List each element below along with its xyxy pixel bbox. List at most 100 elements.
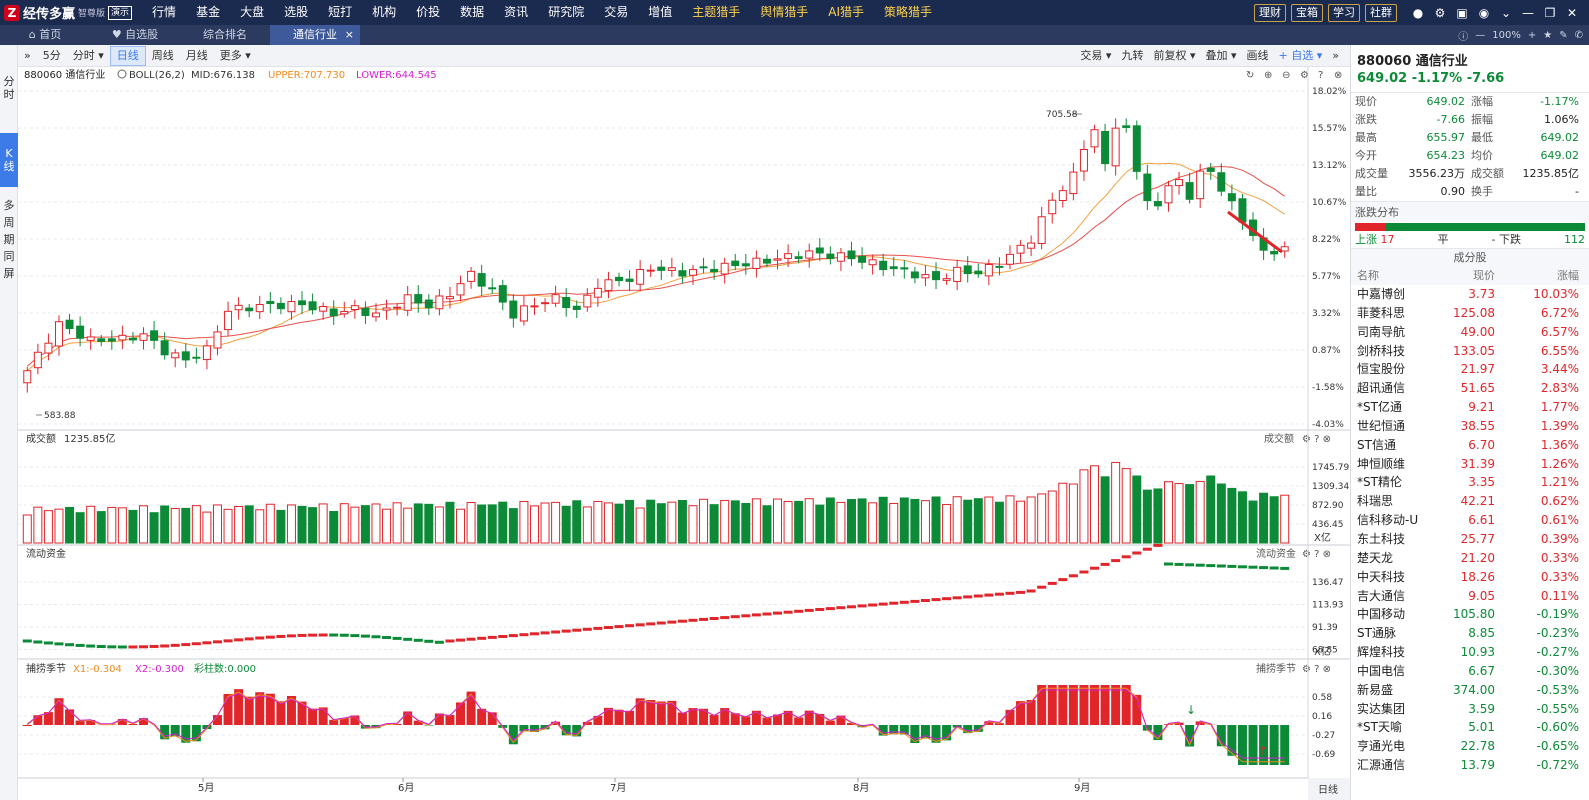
flow-settings-icon[interactable]: ⚙ ? ⊗ [1302,549,1331,560]
component-row[interactable]: 亨通光电 22.78 -0.65% [1351,737,1589,756]
component-row[interactable]: 科瑞思 42.21 0.62% [1351,492,1589,511]
restore-icon[interactable]: ❐ [1544,5,1556,20]
close-tab-icon[interactable]: × [344,28,354,41]
trade-menu[interactable]: 交易 ▾ [1080,49,1112,62]
period-5min[interactable]: 5分 [42,48,61,62]
menu-item[interactable]: 增值 [648,5,673,19]
menu-item[interactable]: 大盘 [240,5,265,19]
period-daily[interactable]: 日线 [109,45,146,66]
tab-ranking[interactable]: 综合排名 [180,25,270,45]
stock-chart[interactable]: 880060 通信行业 BOLL(26,2) MID:676.138 UPPER… [18,67,1350,800]
component-row[interactable]: *ST亿通 9.21 1.77% [1351,398,1589,417]
info-icon[interactable]: ⓘ [1458,31,1469,43]
component-row[interactable]: 菲菱科思 125.08 6.72% [1351,304,1589,323]
menu-item[interactable]: AI猎手 [828,5,865,19]
menu-item[interactable]: 舆情猎手 [760,5,809,19]
menu-item[interactable]: 数据 [460,5,485,19]
menu-item[interactable]: 价投 [416,5,441,19]
menu-item[interactable]: 资讯 [504,5,529,19]
close-icon[interactable]: ✕ [1566,5,1578,20]
boll-indicator-name[interactable]: BOLL(26,2) [129,70,185,81]
period-weekly[interactable]: 周线 [151,48,174,62]
menu-item[interactable]: 短打 [328,5,353,19]
menu-item[interactable]: 交易 [604,5,629,19]
zoom-out-icon[interactable]: ⊖ [1282,70,1290,81]
settings-icon[interactable]: ⚙ [1300,70,1309,81]
component-row[interactable]: 中嘉博创 3.73 10.03% [1351,285,1589,304]
menu-item[interactable]: 主题猎手 [692,5,741,19]
skin-icon[interactable]: ◉ [1478,5,1490,20]
zoom-in-icon[interactable]: + [1527,29,1537,41]
component-row[interactable]: *ST精伦 3.35 1.21% [1351,473,1589,492]
add-watchlist-button[interactable]: + 自选 ▾ [1278,49,1323,62]
zoom-out-icon[interactable]: — [1475,29,1486,41]
component-row[interactable]: 实达集团 3.59 -0.55% [1351,700,1589,719]
period-intraday[interactable]: 分时 ▾ [72,48,104,62]
component-row[interactable]: ST通脉 8.85 -0.23% [1351,624,1589,643]
col-name-header[interactable]: 名称 [1357,269,1379,282]
volume-settings-icon[interactable]: ⚙ ? ⊗ [1302,434,1331,445]
component-row[interactable]: 吉大通信 9.05 0.11% [1351,587,1589,606]
wealth-button[interactable]: 理财 [1254,3,1286,22]
treasure-box-button[interactable]: 宝箱 [1291,3,1323,22]
component-row[interactable]: 新易盛 374.00 -0.53% [1351,681,1589,700]
component-row[interactable]: 楚天龙 21.20 0.33% [1351,549,1589,568]
tab-kline[interactable]: K线 [0,133,18,187]
collapse-panel-icon[interactable]: » [1332,49,1339,62]
component-row[interactable]: 中天科技 18.26 0.33% [1351,568,1589,587]
season-settings-icon[interactable]: ⚙ ? ⊗ [1302,664,1331,675]
component-row[interactable]: 中国电信 6.67 -0.30% [1351,662,1589,681]
component-row[interactable]: 世纪恒通 38.55 1.39% [1351,417,1589,436]
zoom-in-icon[interactable]: ⊕ [1264,70,1272,81]
expand-icon[interactable]: » [24,48,31,62]
component-row[interactable]: 东土科技 25.77 0.39% [1351,530,1589,549]
tab-multi-period[interactable]: 多周期同屏 [0,191,18,288]
indicator-select-icon[interactable] [117,69,127,79]
user-icon[interactable]: ● [1412,5,1424,20]
menu-item[interactable]: 策略猎手 [884,5,933,19]
period-more[interactable]: 更多 ▾ [219,48,251,62]
layout-icon[interactable]: ▣ [1456,5,1468,20]
col-change-header[interactable]: 涨幅 [1557,269,1579,282]
stock-change: 6.55% [1540,343,1579,358]
phone-icon[interactable]: ✆ [1574,29,1583,41]
distribution-bar [1355,223,1585,231]
col-price-header[interactable]: 现价 [1473,269,1495,282]
component-row[interactable]: 司南导航 49.00 6.57% [1351,323,1589,342]
refresh-icon[interactable]: ↻ [1246,70,1254,81]
component-row[interactable]: 信科移动-U 6.61 0.61% [1351,511,1589,530]
component-row[interactable]: *ST天喻 5.01 -0.60% [1351,718,1589,737]
nine-turn-button[interactable]: 九转 [1121,49,1144,62]
component-row[interactable]: ST信通 6.70 1.36% [1351,436,1589,455]
menu-item[interactable]: 研究院 [548,5,585,19]
menu-item[interactable]: 行情 [152,5,177,19]
learn-button[interactable]: 学习 [1328,3,1360,22]
draw-line-button[interactable]: 画线 [1246,49,1269,62]
overlay-menu[interactable]: 叠加 ▾ [1205,49,1237,62]
demo-badge[interactable]: 演示 [108,5,133,20]
tab-home[interactable]: ⌂ 首页 [0,25,90,45]
component-row[interactable]: 中国移动 105.80 -0.19% [1351,605,1589,624]
menu-item[interactable]: 基金 [196,5,221,19]
period-monthly[interactable]: 月线 [185,48,208,62]
component-row[interactable]: 辉煌科技 10.93 -0.27% [1351,643,1589,662]
component-row[interactable]: 剑桥科技 133.05 6.55% [1351,342,1589,361]
help-icon[interactable]: ? [1318,70,1323,81]
component-row[interactable]: 恒宝股份 21.97 3.44% [1351,360,1589,379]
adjust-menu[interactable]: 前复权 ▾ [1153,49,1196,62]
tab-telecom[interactable]: 通信行业 × [270,25,360,45]
tab-intraday[interactable]: 分时 [0,69,18,107]
component-row[interactable]: 汇源通信 13.79 -0.72% [1351,756,1589,775]
chevron-down-icon[interactable]: ⌄ [1500,5,1512,20]
menu-item[interactable]: 机构 [372,5,397,19]
community-button[interactable]: 社群 [1365,3,1397,22]
close-panel-icon[interactable]: ⊗ [1334,70,1342,81]
component-row[interactable]: 超讯通信 51.65 2.83% [1351,379,1589,398]
component-row[interactable]: 坤恒顺维 31.39 1.26% [1351,455,1589,474]
minimize-icon[interactable]: — [1522,5,1534,20]
tab-watchlist[interactable]: ♥ 自选股 [90,25,180,45]
star-icon[interactable]: ★ [1543,29,1553,41]
menu-item[interactable]: 选股 [284,5,309,19]
gear-icon[interactable]: ⚙ [1434,5,1446,20]
pen-icon[interactable]: ✎ [1559,29,1568,41]
